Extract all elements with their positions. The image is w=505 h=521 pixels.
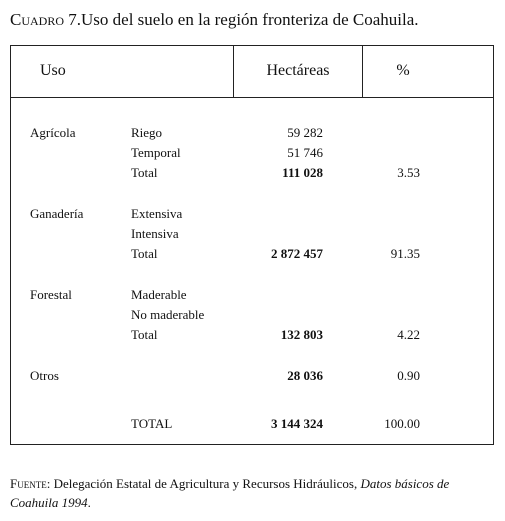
hectareas-cell: 132 803 xyxy=(280,327,323,342)
hectareas-cell: 59 282 xyxy=(287,125,323,140)
header-divider xyxy=(362,45,363,97)
item-cell: Total xyxy=(131,165,158,180)
item-cell: No maderable xyxy=(131,307,205,322)
group-label: Ganadería xyxy=(30,206,84,221)
group-label: Agrícola xyxy=(30,125,76,140)
footer-text: Delegación Estatal de Agricultura y Recu… xyxy=(53,476,361,491)
item-cell: TOTAL xyxy=(131,416,173,431)
header-cell: Uso xyxy=(40,62,66,79)
header-rule xyxy=(10,97,494,98)
header-cell: Hectáreas xyxy=(266,62,330,79)
percent-cell: 91.35 xyxy=(390,246,420,261)
hectareas-cell: 51 746 xyxy=(287,145,323,160)
header-cell: % xyxy=(396,62,410,79)
footer-source: Datos básicos de Coahuila 1994 xyxy=(10,476,450,510)
item-cell: Total xyxy=(131,246,158,261)
table-frame xyxy=(10,45,494,445)
footer-label: Fuente: xyxy=(10,476,51,491)
item-cell: Riego xyxy=(131,125,163,140)
table-footer: Fuente: Delegación Estatal de Agricultur… xyxy=(0,474,505,512)
hectareas-cell: 111 028 xyxy=(282,165,323,180)
header-divider xyxy=(233,45,234,97)
percent-cell: 3.53 xyxy=(397,165,420,180)
group-label: Forestal xyxy=(30,287,72,302)
item-cell: Intensiva xyxy=(131,226,179,241)
percent-cell: 0.90 xyxy=(397,368,420,383)
percent-cell: 4.22 xyxy=(397,327,420,342)
table-title: Cuadro 7.Uso del suelo en la región fron… xyxy=(10,11,419,28)
hectareas-cell: 3 144 324 xyxy=(271,416,323,431)
item-cell: Maderable xyxy=(131,287,187,302)
item-cell: Total xyxy=(131,327,158,342)
item-cell: Extensiva xyxy=(131,206,183,221)
percent-cell: 100.00 xyxy=(384,416,420,431)
item-cell: Temporal xyxy=(131,145,181,160)
title-text: Uso del suelo en la región fronteriza de… xyxy=(81,10,419,29)
footer-end: . xyxy=(87,495,91,510)
hectareas-cell: 28 036 xyxy=(287,368,323,383)
title-label: Cuadro 7. xyxy=(10,10,82,29)
group-label: Otros xyxy=(30,368,59,383)
hectareas-cell: 2 872 457 xyxy=(271,246,323,261)
